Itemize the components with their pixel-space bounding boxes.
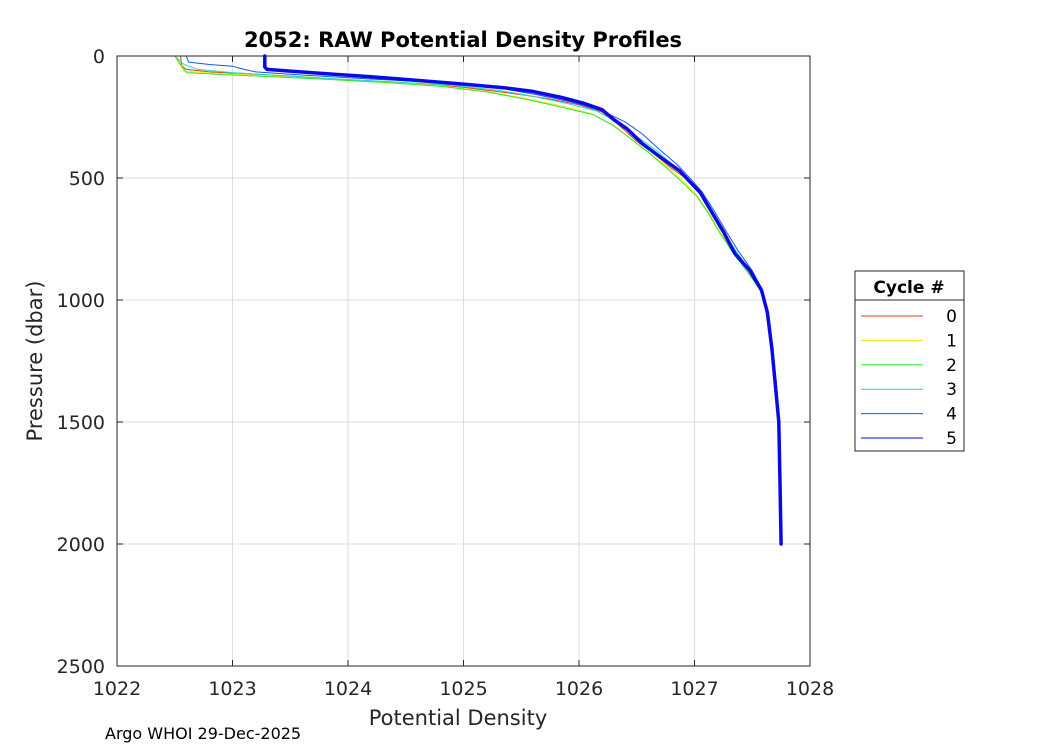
legend-label-0: 0 [946, 307, 957, 327]
x-tick-label: 1025 [439, 678, 487, 700]
series-line-cycle-5 [263, 54, 783, 546]
y-tick-label: 500 [69, 168, 105, 190]
tick-labels: 1022 1023 1024 1025 1026 1027 1028 0 500 1000 1500… [57, 46, 835, 700]
legend-label-4: 4 [946, 405, 957, 425]
y-tick-label: 2500 [57, 656, 105, 678]
x-tick-label: 1028 [786, 678, 834, 700]
footer-credit: Argo WHOI 29-Dec-2025 [105, 724, 302, 743]
legend: Cycle # 0 1 2 3 4 5 [854, 270, 965, 452]
legend-label-1: 1 [946, 331, 957, 351]
x-tick-label: 1022 [93, 678, 141, 700]
x-tick-label: 1023 [208, 678, 256, 700]
legend-box [854, 270, 965, 452]
series-layer [174, 54, 783, 546]
legend-label-5: 5 [946, 429, 957, 449]
legend-label-3: 3 [946, 380, 957, 400]
y-axis-label: Pressure (dbar) [23, 281, 47, 442]
y-tick-label: 1500 [57, 412, 105, 434]
x-tick-label: 1027 [670, 678, 718, 700]
y-tick-label: 2000 [57, 534, 105, 556]
y-tick-label: 1000 [57, 290, 105, 312]
legend-label-2: 2 [946, 356, 957, 376]
x-axis-label: Potential Density [369, 706, 548, 730]
x-tick-label: 1026 [555, 678, 603, 700]
axes-box [116, 55, 811, 667]
x-tick-label: 1024 [324, 678, 372, 700]
legend-title: Cycle # [873, 278, 944, 298]
y-tick-label: 0 [93, 46, 105, 68]
axes [116, 55, 811, 667]
chart-title: 2052: RAW Potential Density Profiles [244, 28, 682, 52]
